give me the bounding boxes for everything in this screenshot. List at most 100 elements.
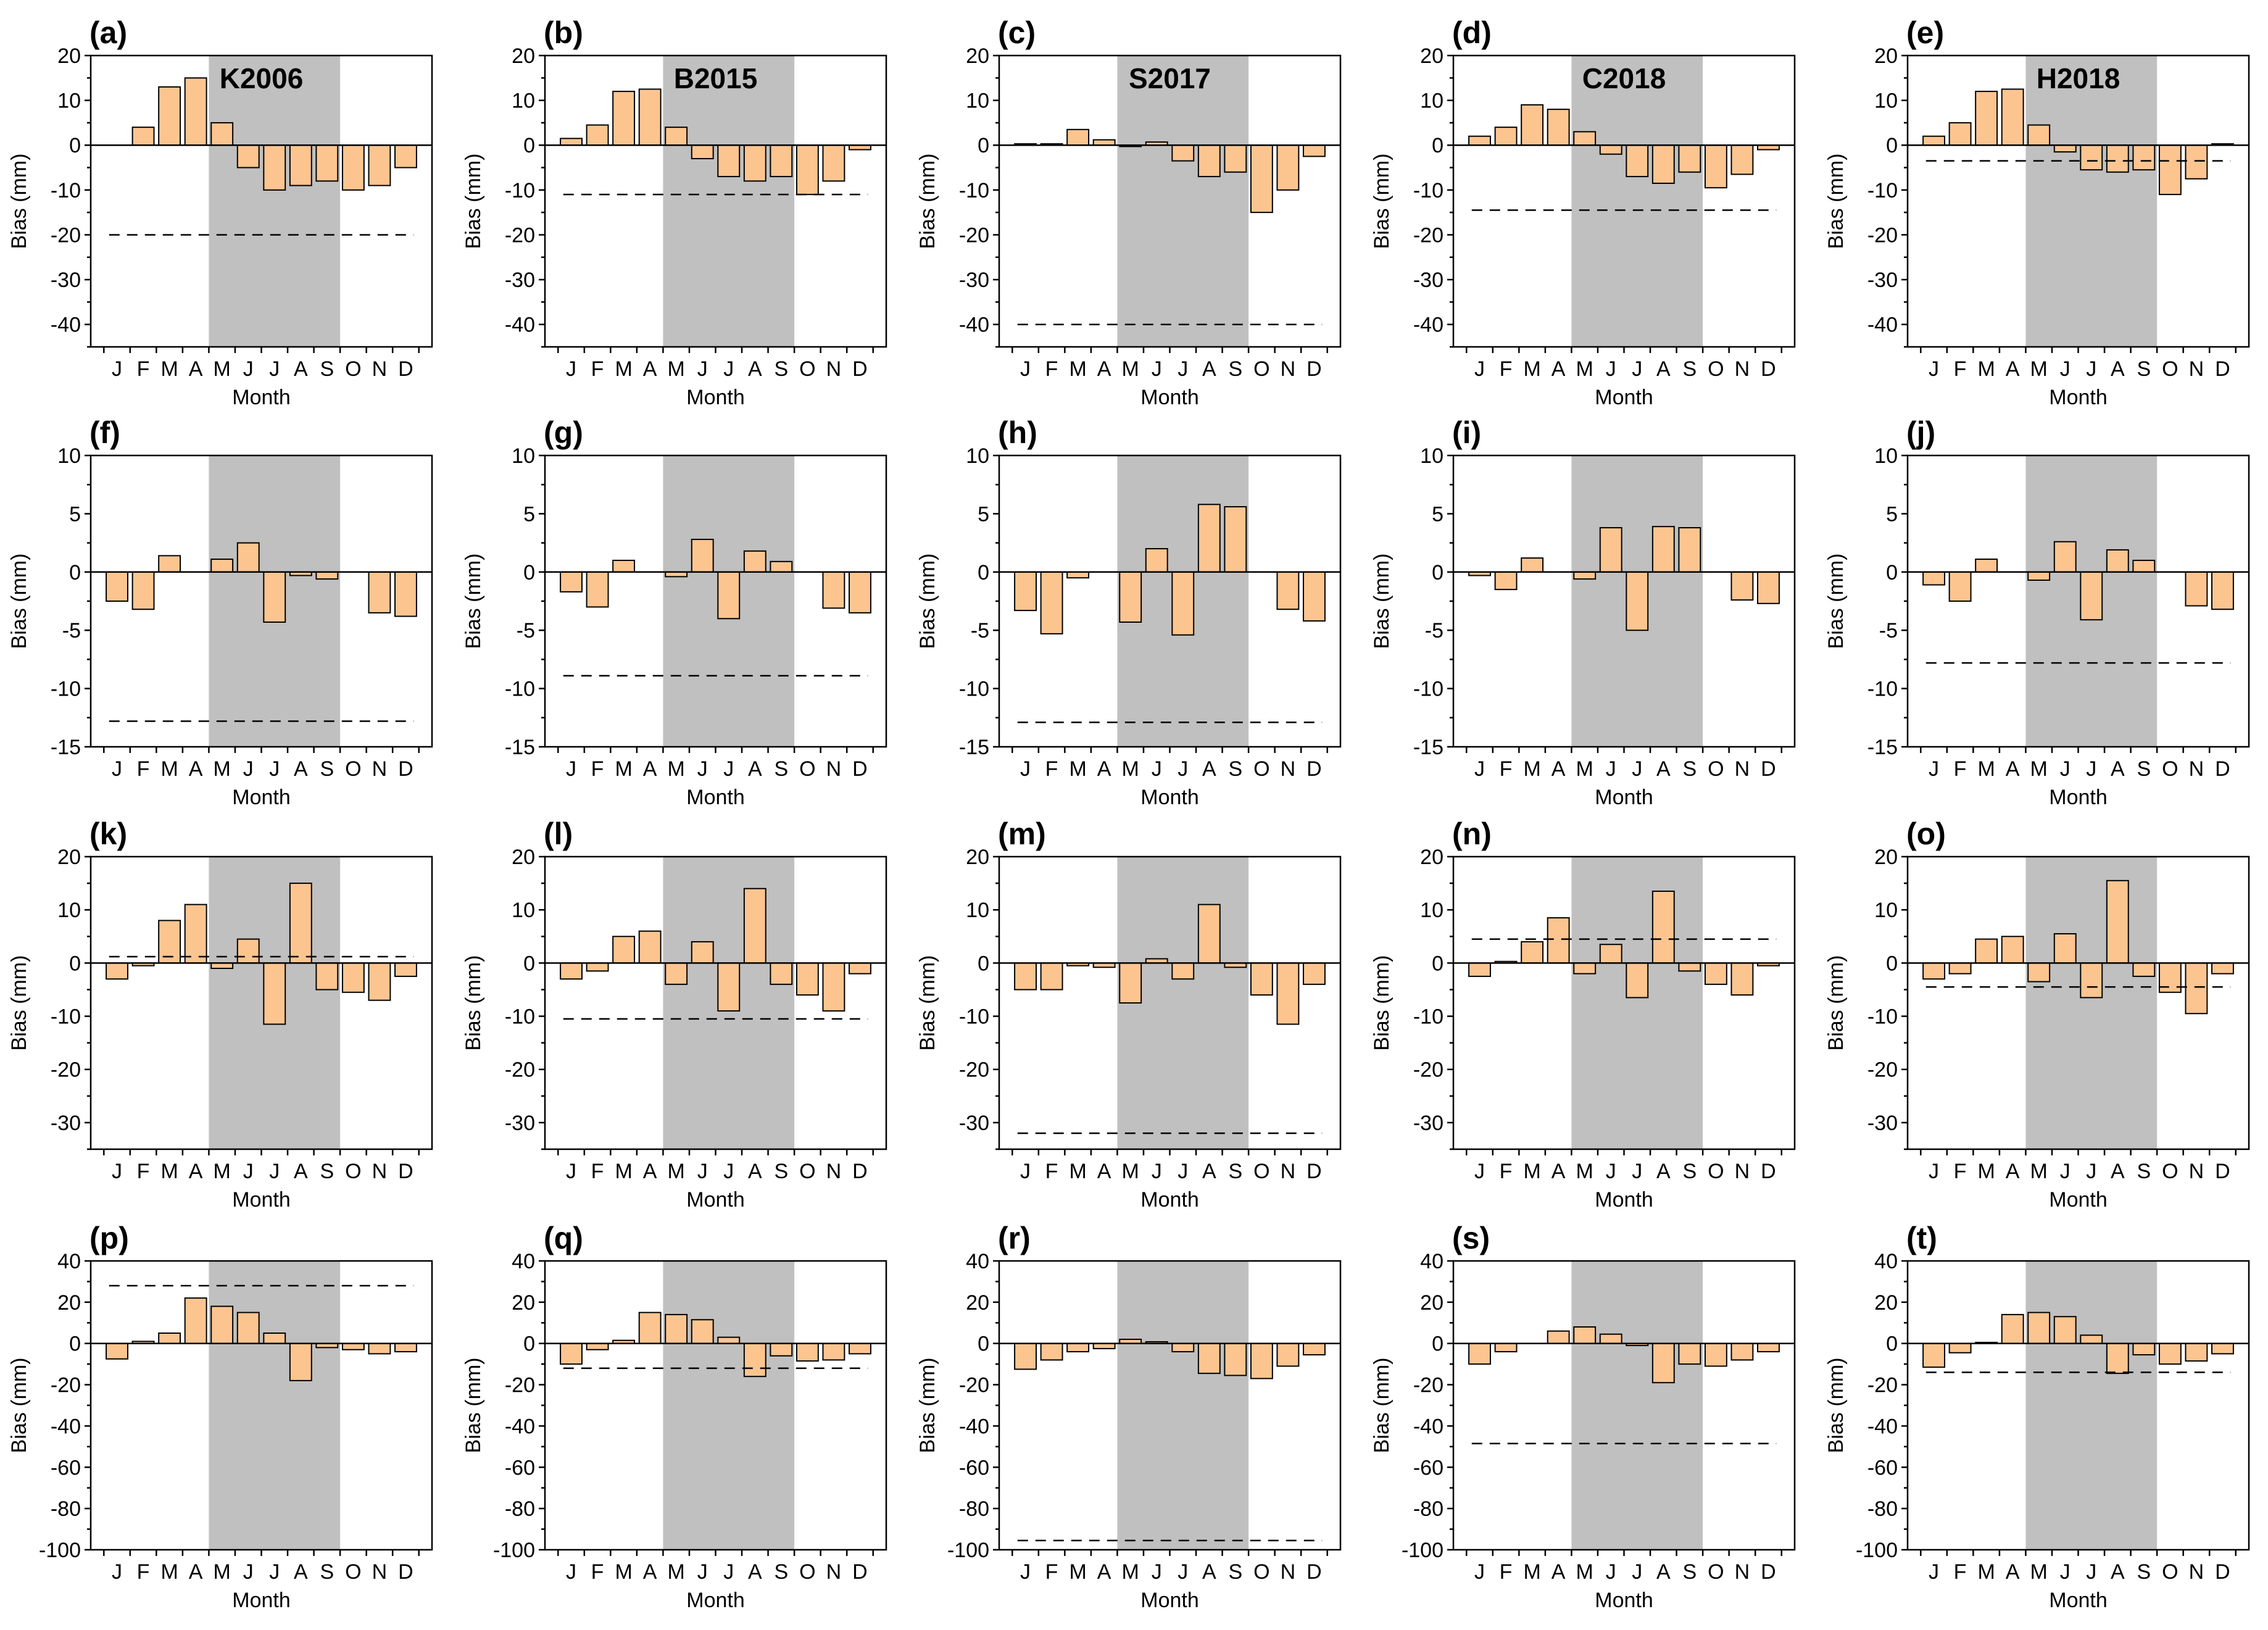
y-tick-label: -30 <box>1413 268 1443 292</box>
x-tick-label: J <box>1474 357 1485 381</box>
x-tick-label: M <box>2030 1560 2048 1584</box>
panel-label: (l) <box>544 817 573 851</box>
x-axis-title: Month <box>686 1589 745 1612</box>
panel-label: (a) <box>89 15 127 50</box>
y-tick-label: -20 <box>1413 1058 1443 1082</box>
y-tick-label: -10 <box>959 179 989 202</box>
y-tick-label: -20 <box>959 223 989 247</box>
x-tick-label: D <box>398 757 413 781</box>
bar-A-4 <box>184 1297 207 1344</box>
panel-label: (e) <box>1906 15 1944 50</box>
x-tick-label: M <box>615 1560 632 1584</box>
bar-J-1 <box>1014 962 1037 991</box>
bar-A-8 <box>1197 144 1221 178</box>
x-tick-label: A <box>1551 1560 1566 1584</box>
bar-A-4 <box>1092 1342 1116 1350</box>
bar-A-8 <box>743 888 766 964</box>
x-tick-label: J <box>697 357 708 381</box>
x-tick-label: A <box>294 357 308 381</box>
y-tick-label: 0 <box>1432 952 1443 975</box>
x-axis-title: Month <box>1595 1589 1653 1612</box>
bar-A-8 <box>1197 904 1221 964</box>
bar-N-11 <box>1276 962 1300 1025</box>
y-tick-label: -30 <box>1413 1112 1443 1135</box>
season-shade-band <box>2025 56 2158 347</box>
x-tick-label: O <box>345 1160 361 1183</box>
bar-O-10 <box>2158 1342 2182 1365</box>
panel-label: (j) <box>1906 415 1935 450</box>
bar-M-5 <box>2027 124 2051 146</box>
x-tick-label: A <box>1551 357 1566 381</box>
y-tick-label: 0 <box>1886 952 1898 975</box>
x-tick-label: A <box>294 1560 308 1584</box>
y-tick-label: 10 <box>1420 899 1443 922</box>
x-tick-label: N <box>1735 357 1750 381</box>
x-tick-label: S <box>1683 357 1697 381</box>
bar-D-12 <box>1303 144 1326 157</box>
bar-S-9 <box>1224 144 1247 173</box>
y-tick-label: 10 <box>57 899 81 922</box>
y-axis-title: Bias (mm) <box>7 955 31 1051</box>
y-tick-label: 0 <box>523 1333 535 1356</box>
x-tick-label: J <box>243 1560 254 1584</box>
bar-D-12 <box>1757 571 1780 604</box>
bar-A-8 <box>289 144 312 186</box>
y-tick-label: 5 <box>978 502 989 526</box>
bar-J-6 <box>236 542 260 573</box>
y-axis-title: Bias (mm) <box>916 1358 939 1453</box>
x-tick-label: S <box>1229 1560 1243 1584</box>
y-tick-label: -30 <box>505 268 535 292</box>
bar-A-4 <box>184 904 207 964</box>
x-tick-label: D <box>1306 1160 1322 1183</box>
bar-N-11 <box>822 962 845 1012</box>
y-tick-label: 20 <box>966 846 989 869</box>
x-tick-label: A <box>2006 1160 2020 1183</box>
x-tick-label: M <box>160 357 178 381</box>
x-tick-label: S <box>1683 1560 1697 1584</box>
bar-J-6 <box>1145 548 1168 573</box>
model-label: S2017 <box>1129 62 1211 94</box>
y-tick-label: -60 <box>1867 1456 1898 1479</box>
x-tick-label: N <box>2189 357 2204 381</box>
bar-M-5 <box>210 559 234 573</box>
x-tick-label: O <box>1253 1560 1269 1584</box>
x-tick-label: D <box>2215 1560 2230 1584</box>
y-axis-title: Bias (mm) <box>462 1358 485 1453</box>
bar-M-3 <box>1066 128 1090 146</box>
y-axis-title: Bias (mm) <box>1824 554 1848 649</box>
bar-N-11 <box>2185 144 2208 180</box>
x-tick-label: D <box>2215 1160 2230 1183</box>
x-tick-label: J <box>566 357 576 381</box>
x-axis-title: Month <box>2049 786 2108 809</box>
y-tick-label: -10 <box>1867 179 1898 202</box>
x-tick-label: S <box>320 757 334 781</box>
x-tick-label: D <box>398 1160 413 1183</box>
y-tick-label: -5 <box>1425 619 1443 642</box>
y-tick-label: -40 <box>1867 1415 1898 1438</box>
bar-F-2 <box>1494 1342 1518 1353</box>
x-tick-label: A <box>294 757 308 781</box>
x-tick-label: A <box>1656 357 1671 381</box>
x-tick-label: M <box>1523 1160 1540 1183</box>
bar-M-3 <box>1066 1342 1090 1353</box>
y-tick-label: 0 <box>69 952 81 975</box>
x-tick-label: J <box>112 357 122 381</box>
y-tick-label: 10 <box>966 89 989 113</box>
y-tick-label: -100 <box>39 1539 81 1562</box>
y-tick-label: -20 <box>505 1058 535 1082</box>
y-tick-label: -80 <box>505 1497 535 1521</box>
bar-O-10 <box>795 144 819 196</box>
x-tick-label: M <box>1069 757 1086 781</box>
panel-label: (d) <box>1452 15 1492 50</box>
bar-J-6 <box>2053 144 2077 153</box>
bar-A-4 <box>2001 88 2024 146</box>
x-tick-label: J <box>723 1560 734 1584</box>
bar-M-5 <box>210 122 234 146</box>
x-tick-label: O <box>2162 357 2178 381</box>
x-tick-label: M <box>160 1560 178 1584</box>
x-tick-label: A <box>1656 1160 1671 1183</box>
bar-M-5 <box>1119 571 1142 623</box>
